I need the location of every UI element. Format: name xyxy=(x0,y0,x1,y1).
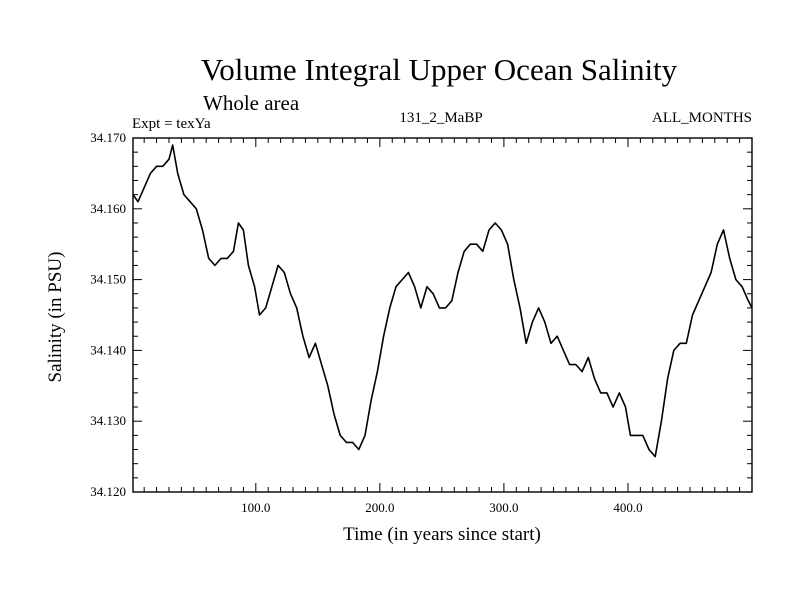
x-tick-label: 200.0 xyxy=(365,500,394,515)
x-axis-label: Time (in years since start) xyxy=(343,524,541,545)
y-tick-label: 34.160 xyxy=(90,201,126,216)
x-tick-label: 300.0 xyxy=(489,500,518,515)
y-tick-label: 34.120 xyxy=(90,484,126,499)
x-tick-labels: 100.0 200.0 300.0 400.0 xyxy=(241,500,642,515)
x-tick-label: 100.0 xyxy=(241,500,270,515)
center-header: 131_2_MaBP xyxy=(399,110,482,126)
chart-title: Volume Integral Upper Ocean Salinity xyxy=(201,52,678,87)
y-tick-label: 34.140 xyxy=(90,342,126,357)
y-tick-label: 34.130 xyxy=(90,413,126,428)
y-tick-labels: 34.120 34.130 34.140 34.150 34.160 34.170 xyxy=(90,130,126,499)
salinity-line xyxy=(132,144,753,458)
y-axis-label: Salinity (in PSU) xyxy=(45,252,66,383)
y-tick-label: 34.150 xyxy=(90,272,126,287)
plot-frame xyxy=(132,137,753,493)
left-header: Expt = texYa xyxy=(132,116,211,132)
x-tick-label: 400.0 xyxy=(613,500,642,515)
y-tick-label: 34.170 xyxy=(90,130,126,145)
axis-ticks xyxy=(133,138,752,492)
right-header: ALL_MONTHS xyxy=(652,110,752,126)
chart-subtitle: Whole area xyxy=(203,91,300,115)
